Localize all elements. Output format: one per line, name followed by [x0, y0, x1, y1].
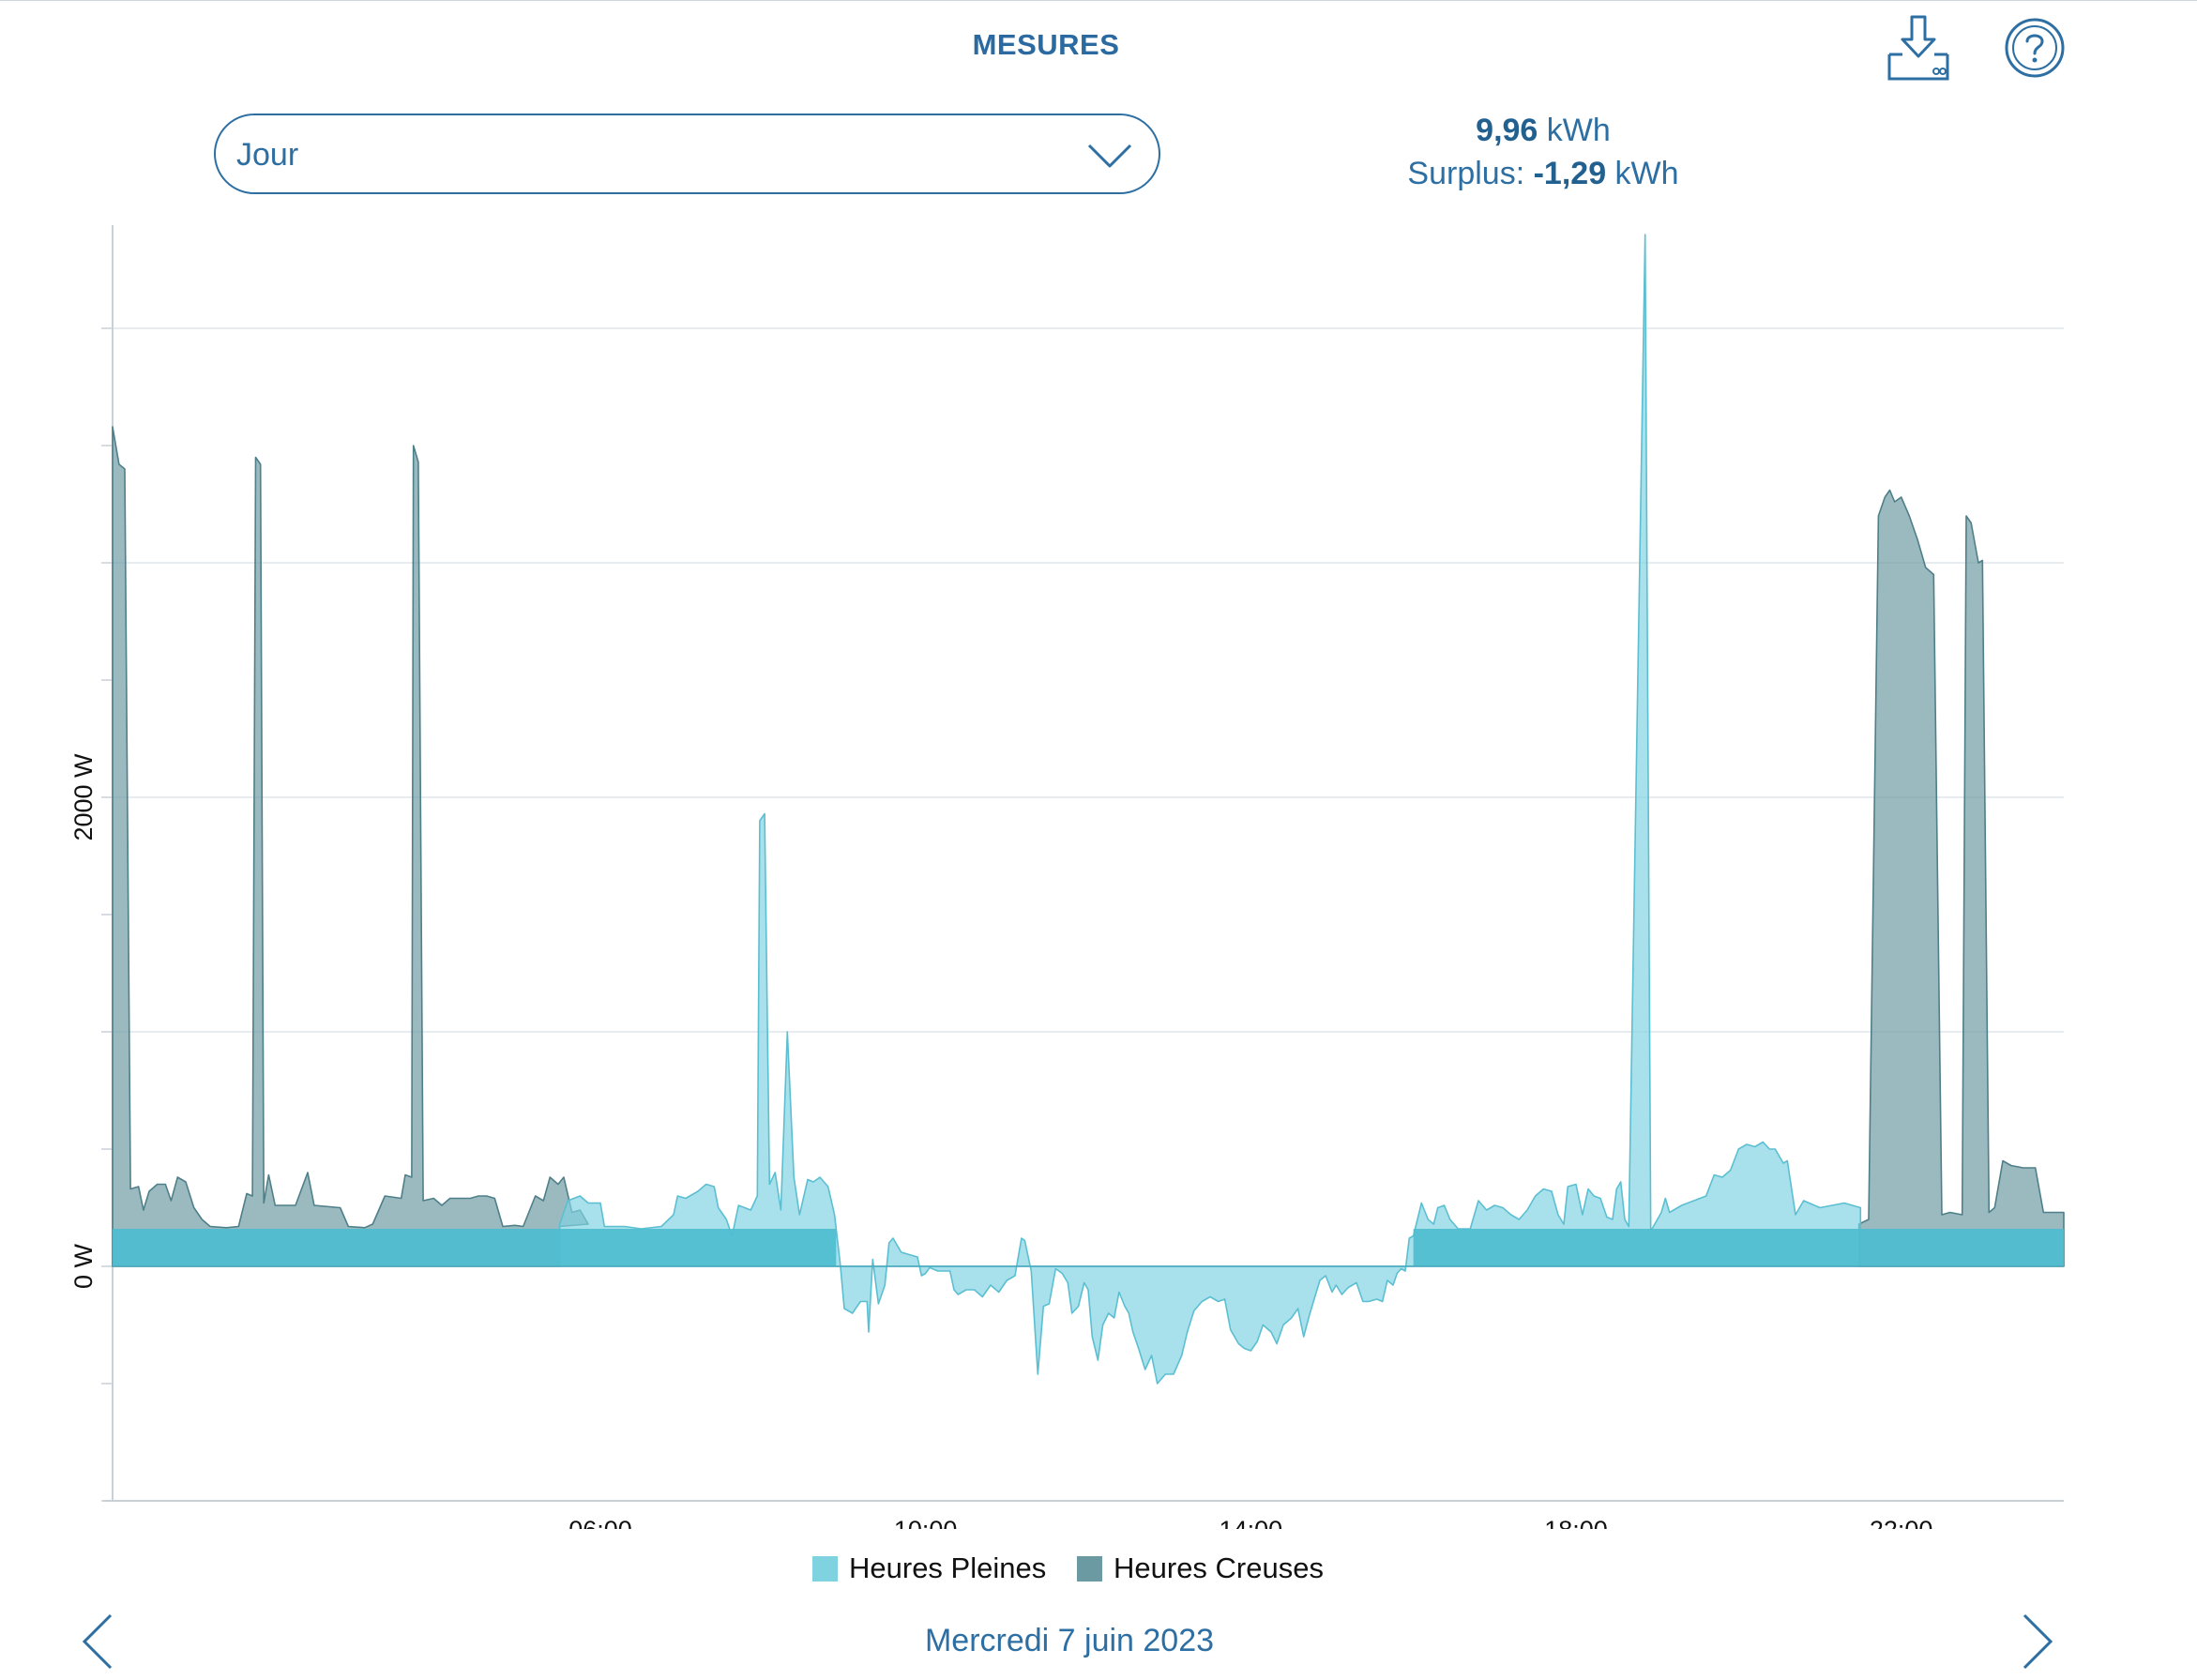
baseline-band: [1869, 1229, 2064, 1266]
baseline-band: [1413, 1229, 1869, 1266]
energy-unit: kWh: [1538, 113, 1611, 148]
series-area-heures-creuses: [1857, 489, 2065, 1267]
x-tick-label: 22:00: [1870, 1516, 1933, 1529]
surplus-value: -1,29: [1533, 156, 1607, 191]
chevron-down-icon: [1085, 136, 1134, 178]
series-area-heures-pleines: [558, 234, 1862, 1385]
power-chart: 0 W 2000 W 06:00 10:00 14:00 18:00 22:00: [69, 225, 2065, 1529]
legend-item-heures-pleines[interactable]: Heures Pleines: [812, 1551, 1046, 1585]
previous-day-button[interactable]: [79, 1612, 116, 1676]
chevron-right-icon: [2023, 1613, 2053, 1670]
baseline-band: [559, 1229, 837, 1266]
energy-value: 9,96: [1476, 113, 1538, 148]
legend-label-heures-creuses: Heures Creuses: [1114, 1551, 1324, 1584]
period-select-value: Jour: [236, 137, 299, 173]
series-area-heures-creuses: [112, 426, 589, 1267]
y-tick-label: 0 W: [69, 1243, 98, 1289]
top-divider: [0, 0, 2197, 1]
surplus-label: Surplus:: [1407, 156, 1534, 191]
legend-label-heures-pleines: Heures Pleines: [849, 1551, 1047, 1584]
baseline-band: [113, 1229, 560, 1266]
x-tick-label: 18:00: [1544, 1516, 1608, 1529]
legend-swatch-heures-pleines: [812, 1555, 838, 1582]
y-tick-label: 2000 W: [69, 753, 98, 841]
surplus-unit: kWh: [1606, 156, 1679, 191]
x-tick-label: 10:00: [894, 1516, 958, 1529]
current-date: Mercredi 7 juin 2023: [924, 1623, 1215, 1658]
legend-swatch-heures-creuses: [1077, 1555, 1102, 1582]
period-select[interactable]: Jour: [214, 114, 1160, 194]
x-tick-label: 06:00: [568, 1516, 632, 1529]
page-title: MESURES: [972, 28, 1120, 61]
help-icon[interactable]: [2004, 17, 2066, 83]
chevron-left-icon: [82, 1613, 113, 1670]
x-tick-label: 14:00: [1220, 1516, 1283, 1529]
next-day-button[interactable]: [2019, 1612, 2056, 1676]
legend-item-heures-creuses[interactable]: Heures Creuses: [1077, 1551, 1324, 1585]
surplus-total: Surplus: -1,29 kWh: [1332, 156, 1754, 192]
chart-legend: Heures Pleines Heures Creuses: [0, 1551, 2197, 1589]
energy-total: 9,96 kWh: [1332, 113, 1754, 149]
download-icon[interactable]: [1886, 13, 1951, 87]
